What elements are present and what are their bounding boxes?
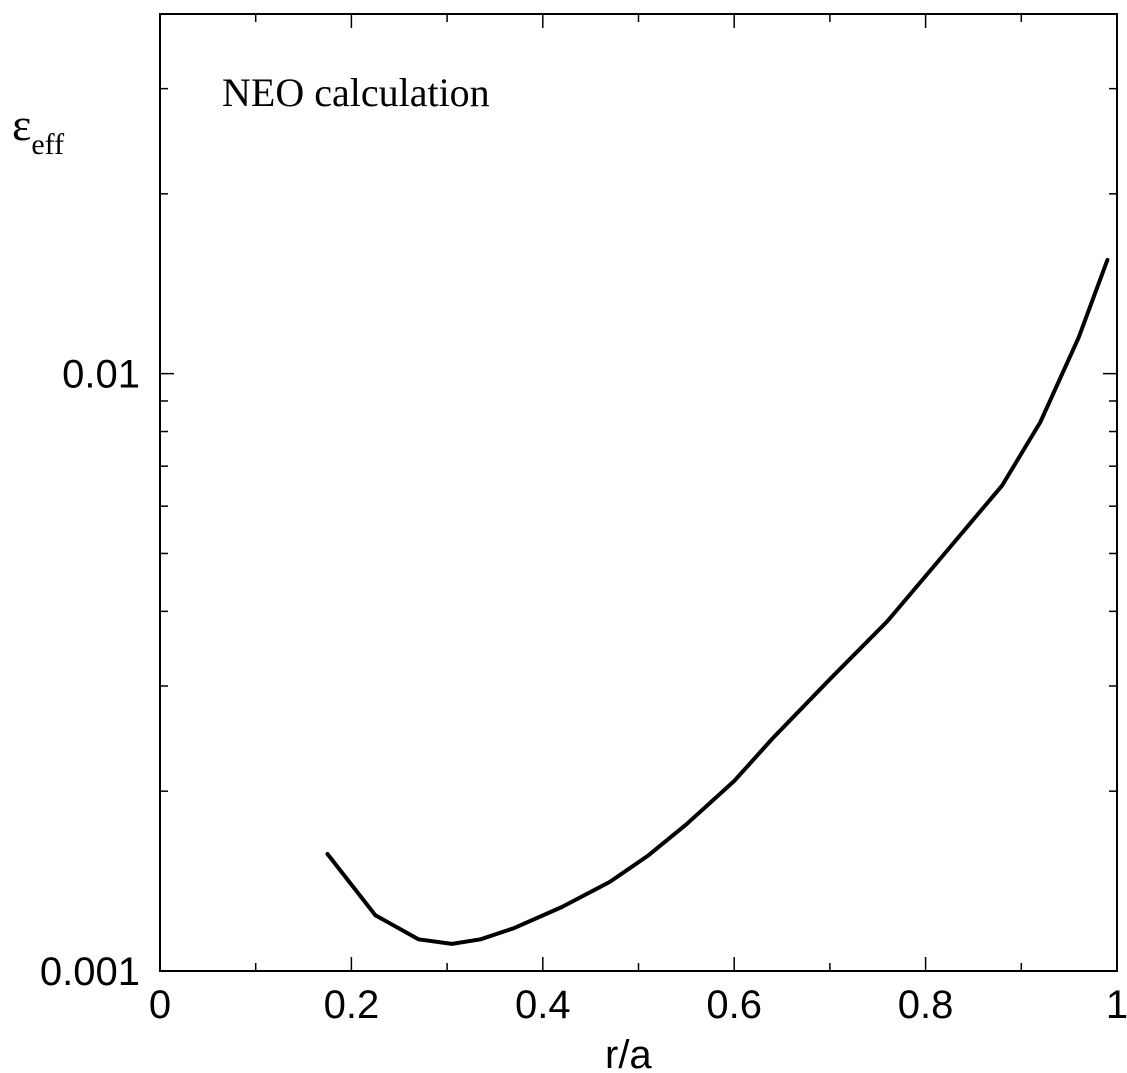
x-tick-label: 0.2 <box>324 983 380 1027</box>
y-axis-title: εeff <box>12 99 64 161</box>
x-tick-labels: 0 0.2 0.4 0.6 0.8 1 <box>149 983 1127 1027</box>
major-ticks <box>159 14 1118 972</box>
x-tick-label: 0.6 <box>706 983 762 1027</box>
chart-annotation: NEO calculation <box>222 70 490 115</box>
series-line <box>325 257 1110 946</box>
plot-frame <box>159 13 1118 972</box>
x-tick-label: 1 <box>1106 983 1127 1027</box>
x-tick-label: 0.8 <box>898 983 954 1027</box>
y-axis-subscript: eff <box>31 128 64 161</box>
minor-ticks <box>160 14 1117 971</box>
x-tick-label: 0.4 <box>515 983 571 1027</box>
x-axis-title: r/a <box>605 1033 652 1073</box>
x-tick-label: 0 <box>149 983 171 1027</box>
y-tick-labels: 0.001 0.01 <box>40 353 140 994</box>
y-tick-label: 0.001 <box>40 950 140 994</box>
y-tick-label: 0.01 <box>62 353 140 397</box>
y-axis-symbol: ε <box>12 99 31 150</box>
